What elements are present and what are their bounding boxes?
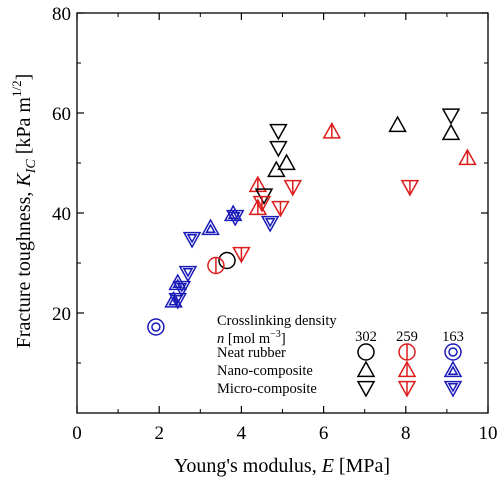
- data-point-neat-302: [218, 251, 236, 270]
- y-axis-label: Fracture toughness, KIC [kPa m1/2]: [9, 74, 39, 349]
- data-point-micro-259: [232, 246, 251, 264]
- x-tick-label: 4: [237, 423, 247, 444]
- data-point-micro-163: [182, 231, 202, 249]
- data-point-micro-163: [172, 280, 192, 298]
- data-point-micro-163: [178, 265, 198, 283]
- data-point-micro-259: [271, 200, 290, 218]
- data-point-micro-163: [225, 209, 245, 227]
- legend-marker-triangle-up-259: [397, 360, 417, 378]
- legend-marker-triangle-up-302: [356, 360, 376, 378]
- data-point-micro-163: [168, 292, 187, 310]
- x-tick-label: 0: [72, 423, 82, 444]
- tick-labels: 0 2 4 6 8 10 20 40 60 80: [52, 4, 498, 444]
- data-point-micro-302: [269, 140, 288, 158]
- legend-marker-triangle-up-163: [443, 360, 463, 378]
- data-point-micro-302: [269, 123, 288, 141]
- y-tick-label: 40: [52, 204, 71, 225]
- axis-ticks: [76, 12, 489, 413]
- data-point-micro-259: [283, 179, 303, 197]
- x-tick-label: 8: [401, 423, 411, 444]
- data-point-nano-163: [164, 290, 183, 308]
- legend-marker-triangle-down-302: [356, 380, 376, 398]
- y-tick-label: 20: [52, 304, 71, 325]
- x-tick-label: 10: [479, 423, 498, 444]
- legend-markers: [356, 343, 463, 398]
- data-point-micro-163: [260, 215, 280, 233]
- y-tick-label: 60: [52, 104, 71, 125]
- data-point-micro-302: [441, 108, 461, 126]
- legend-marker-circle-259: [398, 343, 416, 361]
- legend-title: Crosslinking density: [217, 313, 337, 329]
- data-point-nano-259: [322, 121, 342, 139]
- data-point-nano-163: [201, 218, 220, 236]
- data-point-nano-302: [277, 153, 296, 171]
- data-point-neat-163: [147, 318, 165, 336]
- legend-row-neat: Neat rubber: [217, 345, 286, 361]
- data-point-nano-302: [441, 123, 461, 141]
- data-point-nano-259: [458, 148, 477, 166]
- y-axis-label-group: Fracture toughness, KIC [kPa m1/2]: [9, 74, 39, 349]
- legend-column-302: 302: [355, 329, 377, 345]
- legend-row-micro: Micro-composite: [217, 381, 317, 397]
- legend: Crosslinking density n [mol m−3] 302 259…: [217, 313, 464, 398]
- x-tick-label: 2: [154, 423, 164, 444]
- legend-row-nano: Nano-composite: [217, 363, 313, 379]
- data-markers: [147, 108, 477, 336]
- data-point-nano-302: [388, 115, 407, 133]
- legend-marker-circle-163: [444, 343, 462, 361]
- data-point-micro-259: [252, 195, 272, 213]
- data-point-micro-259: [400, 179, 420, 197]
- x-axis-label: Young's modulus, E [MPa]: [174, 455, 390, 477]
- legend-unit-label: n [mol m−3]: [217, 329, 286, 347]
- y-tick-label: 80: [52, 4, 71, 25]
- legend-column-163: 163: [442, 329, 464, 345]
- x-tick-label: 6: [319, 423, 329, 444]
- legend-marker-triangle-down-163: [443, 380, 463, 398]
- legend-marker-triangle-down-259: [397, 380, 417, 398]
- data-point-neat-259: [207, 256, 225, 275]
- legend-marker-circle-302: [357, 343, 375, 361]
- legend-column-259: 259: [396, 329, 418, 345]
